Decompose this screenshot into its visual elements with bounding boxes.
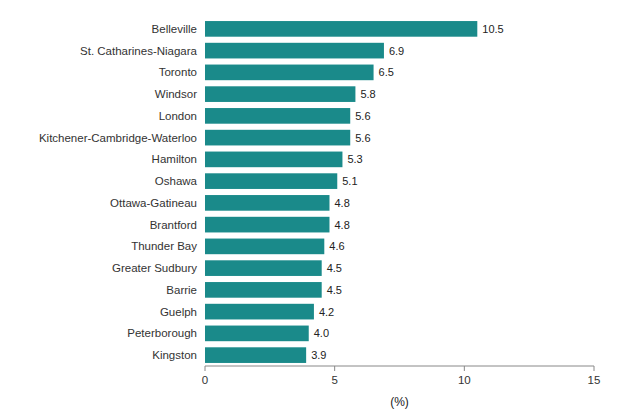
data-label: 4.8 xyxy=(334,197,349,209)
y-tick-label: London xyxy=(159,110,197,122)
bar xyxy=(205,239,324,255)
x-tick-label: 10 xyxy=(458,374,471,386)
bars xyxy=(205,21,477,363)
data-label: 4.8 xyxy=(334,219,349,231)
x-axis-line xyxy=(205,366,594,367)
y-tick-label: Brantford xyxy=(150,219,197,231)
data-label: 5.6 xyxy=(355,132,370,144)
x-tick-label: 15 xyxy=(588,374,601,386)
bar xyxy=(205,108,350,124)
bar xyxy=(205,347,306,363)
bar xyxy=(205,326,309,342)
bar xyxy=(205,86,355,102)
x-tick xyxy=(205,366,206,371)
bar xyxy=(205,173,337,189)
bar xyxy=(205,195,329,211)
bar xyxy=(205,217,329,233)
y-tick-label: Greater Sudbury xyxy=(112,262,197,274)
bar xyxy=(205,152,342,168)
y-tick-label: Peterborough xyxy=(127,327,197,339)
x-tick xyxy=(594,366,595,371)
chart: 3.9 4.0 4.2 4.5 4.5 4.6 4.8 4.8 5.1 5.3 5.6 5.6 5.8 6… xyxy=(0,0,624,418)
data-label: 5.3 xyxy=(347,153,362,165)
data-label: 3.9 xyxy=(311,349,326,361)
x-tick-label: 0 xyxy=(202,374,208,386)
bar xyxy=(205,65,374,81)
y-tick-label: Barrie xyxy=(166,284,197,296)
bar xyxy=(205,21,477,37)
bar xyxy=(205,43,384,59)
data-labels: 3.9 4.0 4.2 4.5 4.5 4.6 4.8 4.8 5.1 5.3 5.6 5.6 5.8 6… xyxy=(311,23,504,361)
y-tick-label: St. Catharines-Niagara xyxy=(80,45,198,57)
x-axis-label: (%) xyxy=(390,395,409,409)
y-tick-label: Windsor xyxy=(155,88,197,100)
bar xyxy=(205,130,350,146)
chart-container: 3.9 4.0 4.2 4.5 4.5 4.6 4.8 4.8 5.1 5.3 5.6 5.6 5.8 6… xyxy=(0,0,624,418)
data-label: 4.6 xyxy=(329,240,344,252)
bar xyxy=(205,304,314,320)
data-label: 6.5 xyxy=(379,66,394,78)
x-axis: 0 5 10 15 (%) xyxy=(202,366,601,409)
data-label: 4.5 xyxy=(327,284,342,296)
y-tick-label: Oshawa xyxy=(155,175,198,187)
data-label: 5.1 xyxy=(342,175,357,187)
bar xyxy=(205,260,322,276)
data-label: 4.5 xyxy=(327,262,342,274)
data-label: 4.2 xyxy=(319,306,334,318)
x-tick xyxy=(464,366,465,371)
y-axis: Kingston Peterborough Guelph Barrie Greater … xyxy=(39,23,198,361)
y-tick-label: Kingston xyxy=(152,349,197,361)
y-tick-label: Kitchener-Cambridge-Waterloo xyxy=(39,132,197,144)
data-label: 5.6 xyxy=(355,110,370,122)
bar xyxy=(205,282,322,298)
data-label: 4.0 xyxy=(314,327,329,339)
data-label: 10.5 xyxy=(482,23,503,35)
x-tick-label: 5 xyxy=(331,374,337,386)
y-tick-label: Ottawa-Gatineau xyxy=(110,197,197,209)
x-tick xyxy=(334,366,335,371)
y-tick-label: Guelph xyxy=(160,306,197,318)
y-tick-label: Hamilton xyxy=(152,153,197,165)
y-tick-label: Toronto xyxy=(159,66,197,78)
y-tick-label: Belleville xyxy=(152,23,197,35)
data-label: 6.9 xyxy=(389,45,404,57)
y-tick-label: Thunder Bay xyxy=(131,240,197,252)
data-label: 5.8 xyxy=(360,88,375,100)
